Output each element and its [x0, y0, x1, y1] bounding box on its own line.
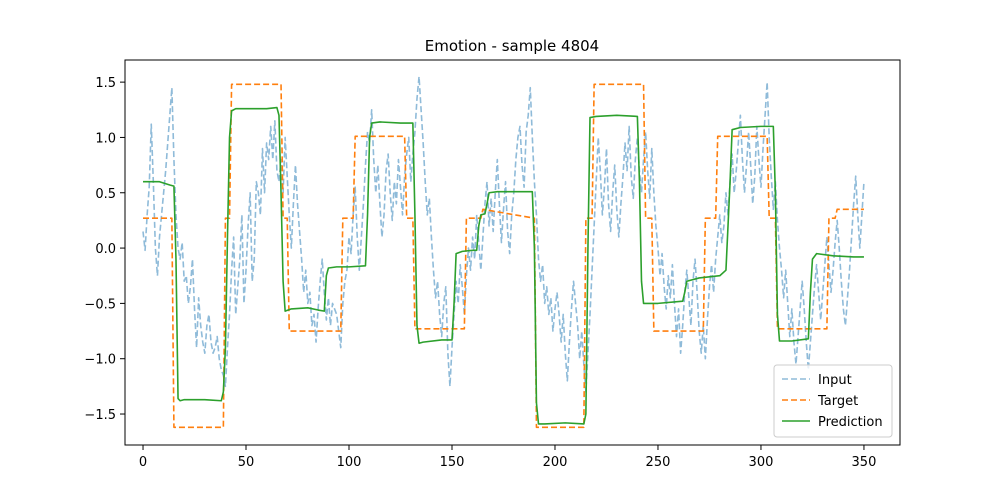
y-tick-label: 1.5 — [95, 76, 116, 91]
axis-ticks: 0 50 100 150 200 250 300 350 −1.5 −1.0 −0.5 0.0 0.5 1… — [84, 76, 876, 470]
x-tick-label: 350 — [852, 455, 877, 470]
series-line-prediction — [143, 106, 864, 425]
x-tick-label: 0 — [139, 455, 147, 470]
y-tick-label: −1.0 — [84, 353, 116, 368]
legend-box — [773, 364, 893, 438]
x-tick-label: 300 — [749, 455, 774, 470]
x-tick-label: 100 — [337, 455, 362, 470]
legend-label-target: Target — [817, 394, 858, 409]
legend: Input Target Prediction — [773, 364, 893, 438]
legend-label-input: Input — [818, 373, 852, 388]
y-tick-label: 0.5 — [95, 187, 116, 202]
chart-title: Emotion - sample 4804 — [425, 37, 599, 55]
series-line-input — [142, 75, 865, 393]
x-tick-label: 50 — [238, 455, 255, 470]
plot-lines — [142, 75, 865, 429]
plot-area-frame — [124, 59, 901, 446]
y-tick-label: 1.0 — [95, 131, 116, 146]
x-tick-label: 150 — [440, 455, 465, 470]
x-tick-label: 250 — [646, 455, 671, 470]
series-line-target — [143, 83, 864, 429]
y-tick-label: 0.0 — [95, 242, 116, 257]
legend-label-prediction: Prediction — [818, 415, 883, 430]
y-tick-label: −0.5 — [84, 297, 116, 312]
x-tick-label: 200 — [543, 455, 568, 470]
y-tick-label: −1.5 — [84, 408, 116, 423]
